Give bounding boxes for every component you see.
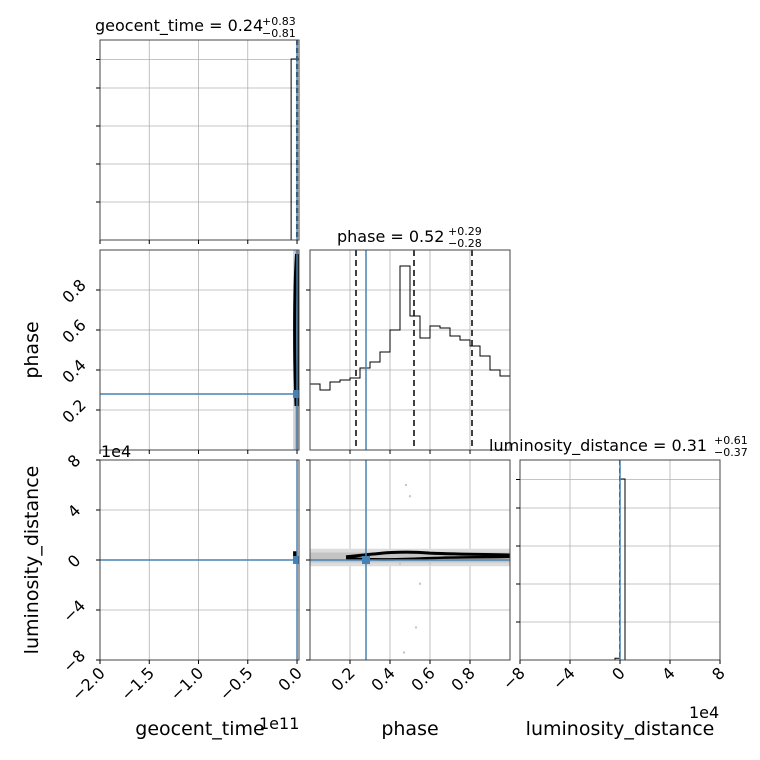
truth-marker [293,556,299,564]
histogram-step [614,478,630,660]
title-luminosity-distance-plus: +0.61 [714,434,748,447]
panel-geocent-time-hist-frame [99,39,300,241]
density-band [310,552,510,563]
phase-y-tick-label: 0.4 [58,355,89,386]
sample-point [404,483,408,487]
geocent-time-x-tick-label: 0.0 [274,663,305,694]
offset-text-luminosity-distance-x: 1e4 [689,703,719,722]
title-phase-minus: −0.28 [448,237,482,250]
panel-phase-vs-geocent-time [100,250,299,450]
panel-luminosity-distance-vs-geocent-time [100,460,299,660]
histogram-step [290,58,299,240]
phase-y-tick-label: 0.6 [58,315,89,346]
sample-point [398,562,402,565]
geocent-time-x-tick-label: −0.5 [216,663,257,704]
xlabel-phase: phase [381,718,438,740]
title-geocent-time: geocent_time = 0.24 [95,16,263,36]
sample-point [428,562,432,565]
sample-point [414,626,418,629]
ylabel-phase: phase [21,321,43,378]
offset-text-geocent-time: 1e11 [259,714,299,733]
phase-y-tick-label: 0.2 [58,395,89,426]
phase-y-tick-label: 0.8 [58,275,89,306]
panel-phase-vs-geocent-time-frame [99,249,300,451]
xlabel-luminosity-distance: luminosity_distance [526,718,715,740]
contour-line [345,550,510,559]
title-geocent-time-minus: −0.81 [262,27,296,40]
phase-x-tick-label: 0.2 [327,663,358,694]
luminosity-distance-y-tick-label: 8 [64,451,85,472]
phase-x-tick-label: 0.4 [367,663,398,694]
luminosity-distance-x-tick-label: 8 [708,663,729,684]
luminosity-distance-y-tick-label: 0 [64,551,85,572]
luminosity-distance-x-tick-label: −8 [499,663,529,693]
panel-luminosity-distance-hist [520,460,720,660]
luminosity-distance-x-tick-label: 4 [658,663,679,684]
panel-phase-hist-frame [309,249,511,451]
title-phase: phase = 0.52 [337,227,444,246]
contour-line [293,253,299,407]
ylabel-luminosity-distance: luminosity_distance [21,466,43,655]
histogram-step [310,265,510,450]
tick-layer: −2.0 −1.5 −1.0 −0.5 0.0 0.2 0.4 0.6 0.8 −8 −4 0 4 80.… [58,59,729,704]
phase-x-tick-label: 0.6 [407,663,438,694]
luminosity-distance-y-tick-label: −8 [59,646,89,676]
luminosity-distance-x-tick-label: −4 [549,663,579,693]
luminosity-distance-y-tick-label: −4 [59,596,89,626]
title-geocent-time-plus: +0.83 [262,15,296,28]
geocent-time-x-tick-label: −1.0 [166,663,207,704]
panel-luminosity-distance-vs-phase [310,460,510,660]
luminosity-distance-y-tick-label: 4 [64,501,85,522]
luminosity-distance-x-tick-label: 0 [608,663,629,684]
phase-x-tick-label: 0.8 [447,663,478,694]
sample-point [418,582,422,585]
truth-marker [362,556,370,564]
title-luminosity-distance: luminosity_distance = 0.31 [489,436,707,456]
sample-point [408,495,412,498]
xlabel-geocent-time: geocent_time [135,718,264,740]
title-phase-plus: +0.29 [448,225,482,238]
sample-point [402,651,406,654]
title-luminosity-distance-minus: −0.37 [714,446,748,459]
offset-text-luminosity-distance-y: 1e4 [101,442,131,461]
truth-marker [293,390,299,398]
panel-geocent-time-hist [100,40,299,240]
panel-phase-hist [310,250,510,450]
geocent-time-x-tick-label: −1.5 [117,663,158,704]
